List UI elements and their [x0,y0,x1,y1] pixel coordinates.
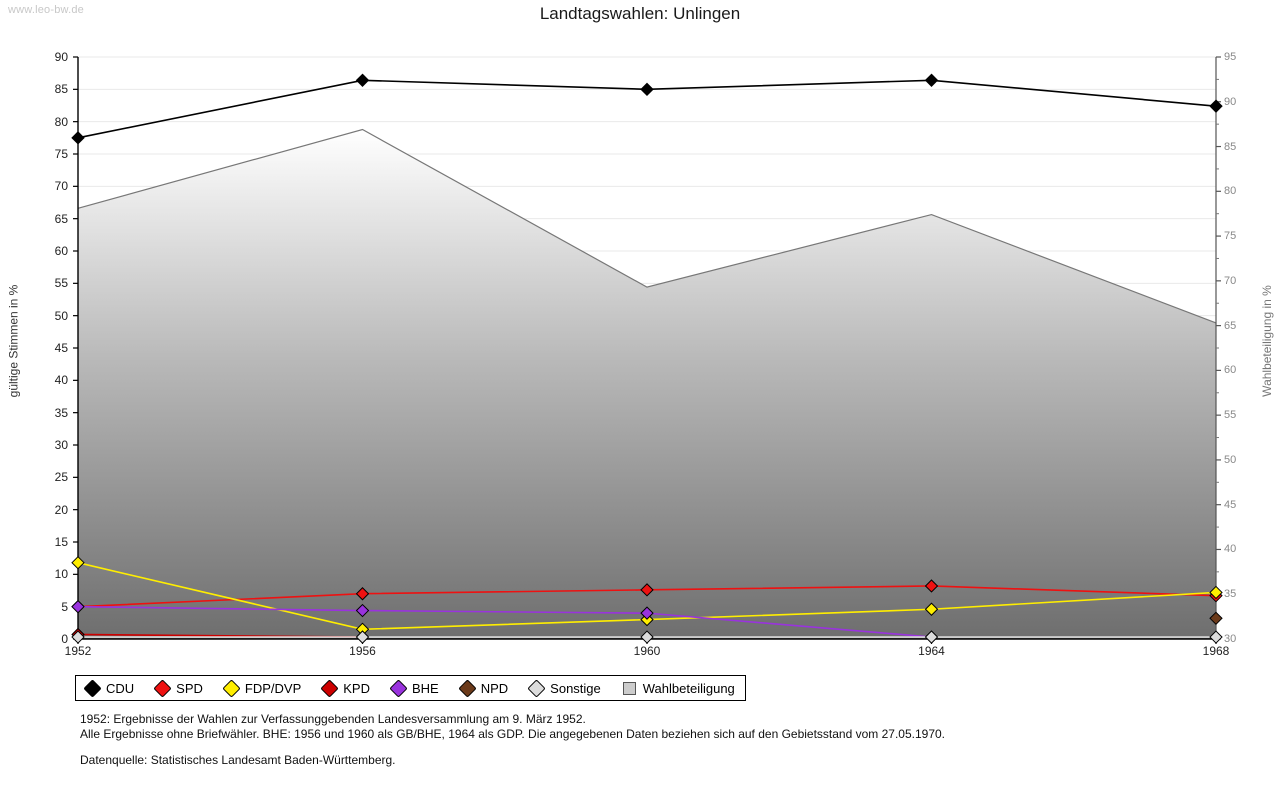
legend-item-npd[interactable]: NPD [458,678,509,698]
footnote-source: Datenquelle: Statistisches Landesamt Bad… [80,753,396,767]
legend-label: CDU [106,680,135,696]
legend-diamond-icon [527,678,546,698]
legend-diamond-icon [389,678,408,698]
legend-diamond-icon [320,678,339,698]
marker-sonstige [924,630,939,644]
marker-spd [355,587,370,601]
legend-item-bhe[interactable]: BHE [389,678,439,698]
y-tick-right: 70 [1224,274,1237,287]
marker-fdp-dvp [71,555,85,570]
x-tick: 1968 [1202,644,1230,658]
x-tick: 1960 [633,644,661,658]
y-tick-right: 65 [1224,319,1237,332]
legend-diamond-icon [83,678,102,698]
chart-legend: CDU SPD FDP/DVP KPD BHE NPD Sonstige Wahlbeteil… [75,675,746,701]
chart-title: Landtagswahlen: Unlingen [539,4,741,23]
y-tick-right: 85 [1224,140,1237,153]
y-tick-right: 40 [1224,543,1237,556]
y-tick-left: 25 [54,470,68,485]
x-tick: 1956 [349,644,376,658]
marker-spd [924,579,939,593]
marker-bhe [71,599,85,614]
y-tick-right: 30 [1224,633,1237,645]
footnote-2: Alle Ergebnisse ohne Briefwähler. BHE: 1… [80,727,946,741]
marker-bhe [640,606,654,620]
y-tick-right: 75 [1224,230,1237,243]
legend-square-icon [622,681,636,695]
y-tick-right: 55 [1224,409,1237,422]
y-tick-left: 70 [54,179,68,194]
y-tick-right: 80 [1224,185,1237,198]
legend-item-wahlbeteiligung[interactable]: Wahlbeteiligung [622,680,735,696]
y-tick-left: 40 [54,373,68,388]
y-tick-left: 50 [54,308,68,323]
marker-cdu [1209,99,1223,113]
x-tick: 1952 [64,644,92,658]
marker-sonstige [355,630,370,644]
footnote-1: 1952: Ergebnisse der Wahlen zur Verfassu… [80,712,586,726]
legend-label: BHE [411,680,439,696]
y-tick-right: 60 [1224,364,1237,377]
y-tick-left: 55 [54,276,68,291]
y-tick-left: 60 [54,244,68,258]
legend-label: Sonstige [550,680,601,696]
marker-bhe [355,603,370,618]
marker-cdu [640,82,654,97]
y-tick-left: 5 [61,599,68,614]
marker-sonstige [1209,630,1223,644]
marker-npd [1209,611,1223,626]
marker-fdp-dvp [1209,585,1223,600]
y-tick-left: 80 [54,114,68,129]
legend-label: Wahlbeteiligung [642,680,735,696]
legend-item-cdu[interactable]: CDU [83,678,135,698]
y-tick-left: 0 [61,632,68,646]
marker-fdp-dvp [924,602,939,616]
series-line-bhe [77,605,932,638]
legend-label: KPD [343,680,370,696]
y-tick-right: 45 [1224,498,1237,511]
y-tick-left: 85 [54,82,68,97]
legend-label: SPD [176,680,203,696]
legend-item-spd[interactable]: SPD [153,678,203,698]
marker-sonstige [71,630,85,644]
y-tick-left: 45 [54,341,68,355]
y-tick-right: 90 [1224,95,1237,108]
site-watermark: www.leo-bw.de [8,4,84,16]
legend-item-sonstige[interactable]: Sonstige [527,678,601,698]
marker-spd [640,583,654,597]
legend-item-kpd[interactable]: KPD [320,678,370,698]
y-tick-right: 95 [1224,51,1237,63]
y-tick-left: 15 [54,535,68,549]
y-tick-left: 30 [54,438,68,452]
y-tick-left: 65 [54,211,68,226]
y-tick-left: 35 [54,405,68,420]
marker-cdu [71,131,85,145]
marker-cdu [355,73,370,87]
y-tick-left: 20 [54,502,68,517]
legend-diamond-icon [153,678,172,698]
marker-sonstige [640,630,654,644]
wahlbeteiligung-line [77,128,1217,324]
x-tick: 1964 [918,644,945,658]
legend-diamond-icon [222,678,241,698]
y-tick-left: 90 [54,50,68,64]
wahlbeteiligung-area [78,129,1216,639]
y-tick-right: 35 [1224,588,1237,601]
legend-label: NPD [480,680,509,696]
legend-label: FDP/DVP [244,680,302,696]
y-tick-left: 75 [54,147,68,161]
legend-item-fdp-dvp[interactable]: FDP/DVP [222,678,302,698]
y-tick-left: 10 [54,567,68,582]
y-tick-right: 50 [1224,453,1237,466]
marker-cdu [924,73,939,87]
legend-diamond-icon [458,678,477,698]
